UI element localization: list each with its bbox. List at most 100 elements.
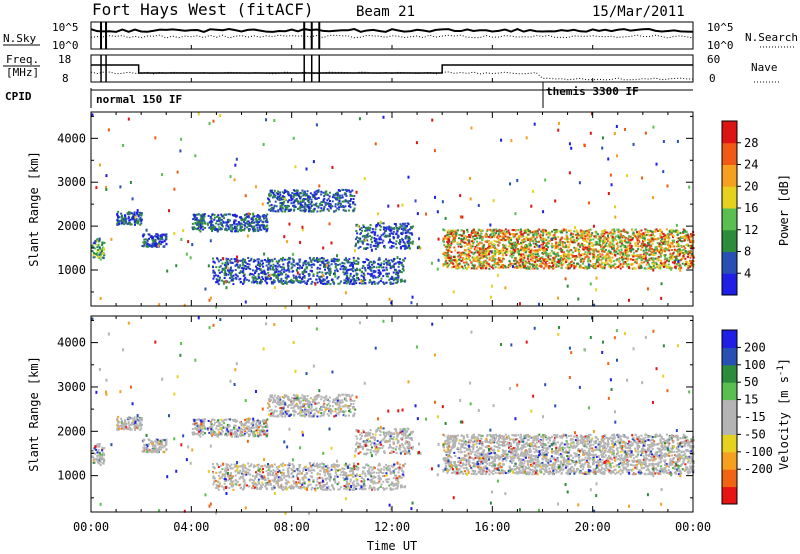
power-cell xyxy=(506,251,509,254)
power-cell xyxy=(319,204,322,207)
power-cell xyxy=(211,266,214,269)
power-cell xyxy=(480,261,483,264)
power-cell xyxy=(455,262,458,265)
power-cell xyxy=(293,200,296,203)
power-cell xyxy=(336,196,339,199)
power-cell xyxy=(322,209,325,212)
power-cell xyxy=(678,254,681,257)
power-cell xyxy=(405,231,408,234)
power-cell xyxy=(459,256,462,259)
power-cell xyxy=(453,259,456,262)
power-cell xyxy=(322,282,325,285)
power-cell xyxy=(460,239,463,242)
power-cell xyxy=(128,222,131,225)
power-cell xyxy=(304,203,307,206)
power-cell xyxy=(360,232,363,235)
power-cell xyxy=(346,189,349,192)
power-cell xyxy=(462,232,465,235)
power-cell xyxy=(101,242,104,245)
power-cell xyxy=(608,263,611,266)
power-cell xyxy=(650,267,653,270)
power-cell xyxy=(592,257,595,260)
power-cell xyxy=(160,235,163,238)
power-cell xyxy=(551,237,554,241)
power-cell xyxy=(679,232,682,235)
power-cell xyxy=(275,267,278,270)
power-cell xyxy=(400,271,403,274)
power-cell xyxy=(607,236,610,239)
power-cell xyxy=(648,238,651,241)
power-cell xyxy=(260,263,263,266)
power-cell xyxy=(319,257,322,260)
power-cell xyxy=(466,228,469,231)
power-cell xyxy=(362,272,365,275)
power-cell xyxy=(598,235,601,238)
power-cell xyxy=(533,231,536,234)
power-cell xyxy=(377,281,380,284)
power-cell xyxy=(462,253,465,256)
power-cell xyxy=(643,239,646,242)
power-cell xyxy=(632,258,635,261)
power-cell xyxy=(241,267,244,270)
power-cell xyxy=(280,206,283,209)
power-cell xyxy=(243,279,246,282)
power-cell xyxy=(400,261,403,264)
power-cell xyxy=(587,237,590,240)
power-cell xyxy=(515,265,518,268)
power-cell xyxy=(596,258,599,261)
power-cell xyxy=(476,240,479,243)
power-cell xyxy=(148,243,151,246)
power-cell xyxy=(549,234,552,237)
power-cell xyxy=(567,246,570,249)
power-cell xyxy=(198,221,201,224)
power-cell xyxy=(557,258,560,261)
power-cell xyxy=(379,271,382,274)
power-cell xyxy=(625,247,628,250)
power-cell xyxy=(690,252,693,255)
power-cell xyxy=(562,258,565,261)
power-cell xyxy=(468,256,471,259)
power-cell xyxy=(320,190,323,193)
power-cell xyxy=(385,266,388,269)
power-cell xyxy=(692,233,695,236)
power-cell xyxy=(460,237,463,240)
power-cell xyxy=(291,281,294,284)
power-cell xyxy=(133,211,136,214)
power-cell xyxy=(590,233,593,236)
power-cell xyxy=(471,256,474,259)
power-cell xyxy=(643,254,646,257)
power-cell xyxy=(253,215,256,218)
power-cell xyxy=(488,245,491,248)
power-cell xyxy=(637,245,640,248)
power-cell xyxy=(458,237,461,240)
power-cell xyxy=(655,246,658,250)
power-cell xyxy=(678,259,681,262)
power-cell xyxy=(464,238,467,241)
power-cell xyxy=(507,266,510,269)
power-cell xyxy=(546,242,549,245)
power-cell xyxy=(555,246,558,249)
power-cell xyxy=(675,249,678,252)
power-cell xyxy=(484,240,487,243)
power-cell xyxy=(531,267,534,270)
power-cell xyxy=(318,260,321,263)
power-cell xyxy=(355,262,358,265)
power-cell xyxy=(530,253,533,256)
power-cell xyxy=(650,257,653,260)
power-cell xyxy=(363,239,366,242)
power-cell xyxy=(488,247,491,250)
power-cell xyxy=(665,264,668,267)
power-cell xyxy=(646,238,649,241)
power-cell xyxy=(585,229,588,232)
power-cell xyxy=(276,262,279,265)
power-cell xyxy=(527,228,530,231)
power-cell xyxy=(212,271,215,274)
freq-left-tick-top: 18 xyxy=(58,53,71,66)
power-cell xyxy=(485,250,488,253)
power-cell xyxy=(283,235,286,239)
power-cell xyxy=(316,197,319,200)
power-cell xyxy=(651,258,654,261)
power-cell xyxy=(571,235,574,238)
power-cell xyxy=(657,237,660,240)
power-cell xyxy=(654,252,657,255)
